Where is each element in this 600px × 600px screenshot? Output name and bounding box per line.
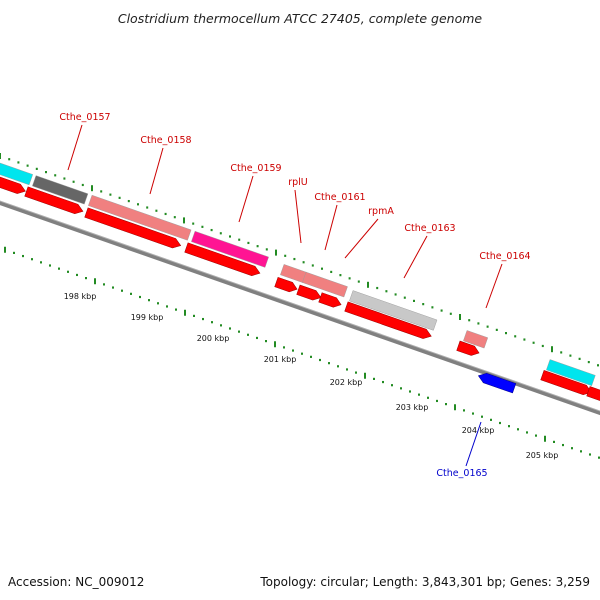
gene-leader-line (67, 124, 83, 171)
scale-tick-label: 203 kbp (396, 403, 429, 412)
cog-bar (463, 330, 489, 349)
gene-features (0, 160, 600, 401)
scale-tick-label: 202 kbp (330, 378, 363, 387)
gene-leader-line (403, 235, 428, 279)
backbone-highlight (0, 200, 600, 412)
cds-forward-arrow (84, 207, 182, 249)
gene-leader-line (465, 421, 482, 467)
cog-bar (302, 271, 348, 298)
gene-label: Cthe_0157 (59, 112, 110, 123)
gene-label: rplU (288, 177, 308, 188)
gene-label: Cthe_0164 (479, 251, 530, 262)
cog-bar (32, 175, 89, 205)
scale-tick-label: 198 kbp (64, 292, 97, 301)
scale-tick-label: 205 kbp (526, 451, 559, 460)
gene-label: Cthe_0165 (436, 468, 487, 479)
gene-leader-line (324, 204, 338, 251)
gene-leader-line (149, 147, 164, 195)
map-title: Clostridium thermocellum ATCC 27405, com… (118, 11, 483, 26)
cog-bar (191, 230, 269, 268)
tick-marks (0, 153, 600, 459)
cog-bar (88, 194, 192, 241)
gene-labels: Cthe_0157 Cthe_0158 Cthe_0159 rplU Cthe_0161… (59, 112, 530, 479)
cds-forward-arrow (344, 301, 432, 339)
scale-tick-label: 204 kbp (462, 426, 495, 435)
gene-leader-line (294, 189, 302, 244)
cog-bar (546, 359, 596, 386)
cds-forward-arrow (274, 276, 298, 293)
cog-bar (349, 290, 438, 331)
gene-label: Cthe_0159 (230, 163, 281, 174)
scale-labels: 198 kbp 199 kbp 200 kbp 201 kbp 202 kbp 203 k… (64, 292, 559, 460)
gene-leader-line (344, 218, 379, 259)
gene-leader-line (485, 263, 503, 309)
gene-label: rpmA (368, 206, 394, 217)
cds-forward-arrow (0, 174, 26, 194)
scale-tick-label: 200 kbp (197, 334, 230, 343)
topology-label: Topology: circular; Length: 3,843,301 bp… (259, 575, 590, 589)
cog-bar (0, 160, 34, 186)
accession-label: Accession: NC_009012 (8, 575, 144, 589)
gene-leader-line (238, 175, 254, 223)
cds-reverse-arrow (477, 373, 517, 394)
cds-forward-arrow (24, 186, 84, 215)
cds-forward-arrow (184, 242, 261, 276)
cds-forward-arrow (456, 340, 480, 356)
gene-label: Cthe_0161 (314, 192, 365, 203)
cds-forward-arrow (318, 292, 342, 308)
scale-tick-label: 199 kbp (131, 313, 164, 322)
scale-tick-label: 201 kbp (264, 355, 297, 364)
cds-forward-arrow (586, 386, 600, 401)
gene-label: Cthe_0163 (404, 223, 455, 234)
cds-forward-arrow (296, 284, 322, 301)
gene-label: Cthe_0158 (140, 135, 191, 146)
